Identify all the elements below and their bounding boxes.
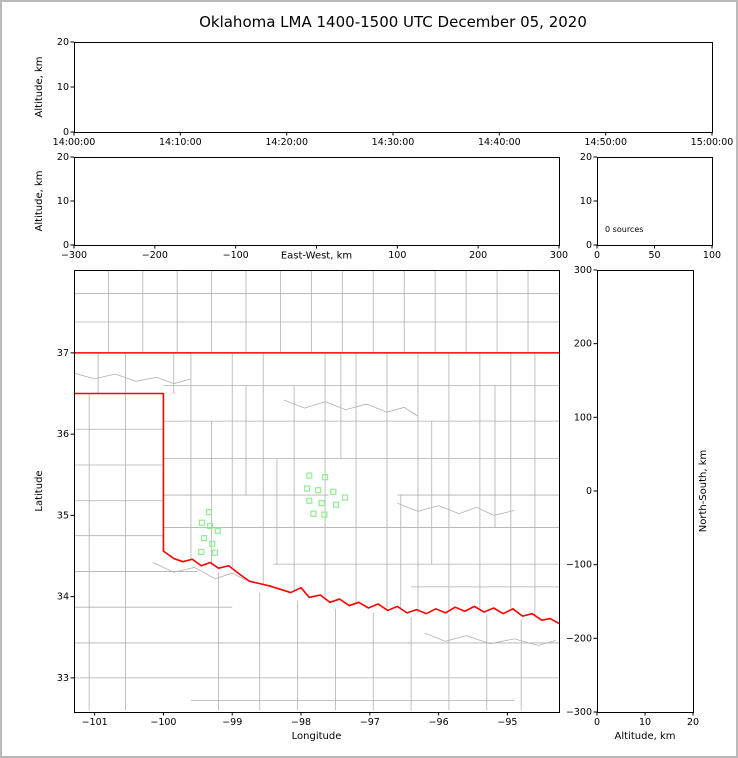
state-border-line [74,392,559,625]
y-tick-label: 20 [57,37,69,48]
lma-station-marker [209,540,216,547]
y-axis-label: Altitude, km [34,57,45,118]
x-tick-label: −200 [142,250,168,261]
county-river-line [152,562,247,581]
x-tick-label: 15:00:00 [691,137,734,148]
x-tick-label: −100 [150,717,176,728]
axes-frame [597,270,694,713]
x-tick-label: −101 [82,717,108,728]
x-tick-label: −95 [497,717,517,728]
x-axis-label: Altitude, km [615,731,676,742]
x-tick-label: 50 [648,250,660,261]
panel-ew_height: −300 −200 −100 100 200 300 0 10 20 East-West, km A… [34,152,568,262]
axes-frame [74,42,713,133]
panel-ns_height: 0 10 20 300 200 100 0 −100 −200 −300 Altitude, km N… [566,265,709,742]
axes-frame [74,270,560,713]
x-tick-label: −100 [223,250,249,261]
y-tick-label: −100 [566,560,592,571]
y-axis-label-right: North-South, km [698,450,709,533]
x-tick-label: 0 [594,250,600,261]
axes-frame [74,157,560,246]
y-tick-label: 10 [57,82,69,93]
panel-time_height: 14:00:00 14:10:00 14:20:00 14:30:00 14:40:00… [34,37,733,148]
y-tick-label: 0 [63,127,69,138]
x-tick-label: 14:10:00 [159,137,202,148]
lma-station-marker [304,485,311,492]
county-river-line [397,502,515,516]
x-tick-label: 200 [469,250,487,261]
lma-station-marker [306,497,313,504]
x-tick-label: 14:20:00 [265,137,308,148]
y-tick-label: 100 [574,412,592,423]
panel-plan_map: −101 −100 −99 −98 −97 −96 −95 33 34 35 36 37 Longitu… [34,270,560,742]
y-tick-label: 200 [574,339,592,350]
lma-station-marker [310,510,317,517]
lma-station-marker [211,549,219,556]
y-tick-label: −200 [566,633,592,644]
y-axis-label: Latitude [34,470,45,511]
county-river-line [424,632,556,646]
y-tick-label: 10 [57,196,69,207]
x-tick-label: 20 [687,717,699,728]
chart-title: Oklahoma LMA 1400-1500 UTC December 05, … [199,13,587,31]
y-tick-label: 0 [586,486,592,497]
lma-station-marker [205,509,212,516]
sources-count-annotation: 0 sources [605,225,643,234]
lma-station-marker [207,522,214,530]
lma-station-marker [318,500,325,507]
y-tick-label: 34 [57,592,69,603]
panel-alt_histogram: 0 50 100 0 10 20 0 sources [580,152,721,261]
lma-station-marker [198,519,206,526]
x-tick-label: 14:00:00 [53,137,96,148]
lma-station-marker [315,487,322,494]
y-tick-label: 300 [574,265,592,276]
y-tick-label: 20 [57,152,69,163]
lma-station-marker [330,488,337,495]
y-tick-label: 35 [57,510,69,521]
y-tick-label: 36 [57,429,69,440]
lma-station-marker [200,535,208,542]
county-river-line [74,372,192,385]
y-tick-label: −300 [566,707,592,718]
x-tick-label: −98 [291,717,311,728]
y-tick-label: 20 [580,152,592,163]
lma-station-marker [321,511,328,518]
y-tick-label: 33 [57,673,69,684]
x-tick-label: −97 [360,717,380,728]
x-tick-label: 100 [388,250,406,261]
x-tick-label: 300 [550,250,568,261]
y-tick-label: 10 [580,196,592,207]
map-content [74,270,559,711]
lma-station-marker [333,501,340,508]
x-tick-label: −300 [61,250,87,261]
x-axis-label: Longitude [292,731,342,742]
x-tick-label: −96 [429,717,449,728]
lma-station-marker [341,494,349,501]
y-axis-label: Altitude, km [34,171,45,232]
y-tick-label: 37 [57,348,69,359]
x-tick-label: 10 [639,717,651,728]
lma-station-marker [214,527,221,534]
y-tick-label: 0 [586,240,592,251]
x-tick-label: 14:30:00 [372,137,415,148]
lma-station-marker [321,474,329,481]
x-tick-label: 0 [594,717,600,728]
x-axis-label: East-West, km [281,251,352,262]
lma-station-marker [198,548,205,556]
x-tick-label: 100 [703,250,721,261]
y-tick-label: 0 [63,240,69,251]
x-tick-label: 14:50:00 [584,137,627,148]
x-tick-label: −99 [222,717,242,728]
county-river-line [283,399,419,417]
lma-station-marker [306,472,313,479]
x-tick-label: 14:40:00 [478,137,521,148]
